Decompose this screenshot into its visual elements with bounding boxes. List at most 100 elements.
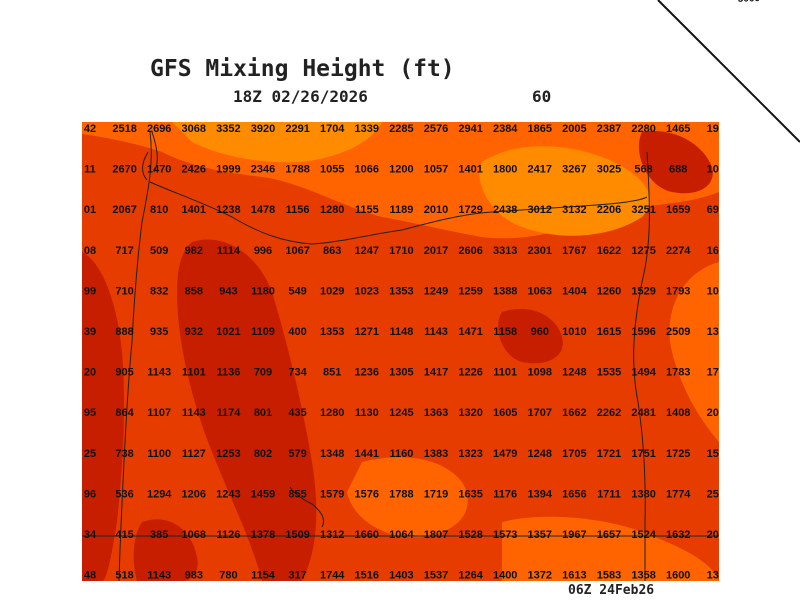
grid-value: 1264 [458, 570, 483, 581]
grid-value: 1068 [182, 529, 206, 541]
grid-value: 518 [115, 570, 133, 581]
contour-top-north [172, 122, 382, 163]
grid-value: 1357 [528, 529, 552, 541]
grid-value: 2606 [458, 245, 482, 257]
grid-value: 1400 [493, 570, 517, 581]
grid-value: 1401 [458, 164, 482, 176]
grid-value: 780 [219, 570, 237, 581]
grid-value: 1719 [424, 488, 448, 500]
grid-value: 1459 [251, 488, 275, 500]
grid-value: 2438 [493, 204, 517, 216]
grid-value: 2285 [389, 123, 413, 135]
grid-value: 39 [84, 326, 96, 338]
grid-value: 1465 [666, 123, 690, 135]
grid-value: 710 [115, 285, 133, 297]
grid-value: 801 [254, 407, 272, 419]
grid-value: 2262 [597, 407, 621, 419]
grid-value: 1788 [285, 164, 309, 176]
grid-value: 2518 [112, 123, 136, 135]
grid-value: 1143 [147, 367, 171, 379]
grid-value: 1579 [320, 488, 344, 500]
grid-value: 385 [150, 529, 168, 541]
grid-value: 1729 [458, 204, 482, 216]
grid-value: 25 [707, 488, 719, 500]
grid-value: 1127 [182, 448, 206, 460]
grid-value: 1573 [493, 529, 517, 541]
grid-value: 1156 [286, 204, 310, 216]
grid-value: 1253 [216, 448, 240, 460]
grid-value: 1363 [424, 407, 448, 419]
grid-value: 2010 [424, 204, 448, 216]
grid-value: 2941 [458, 123, 482, 135]
grid-value: 1494 [631, 367, 656, 379]
grid-value: 08 [84, 245, 96, 257]
coastline [118, 131, 152, 581]
grid-value: 1136 [216, 367, 240, 379]
grid-value: 1236 [355, 367, 379, 379]
grid-value: 3313 [493, 245, 517, 257]
grid-value: 2291 [285, 123, 309, 135]
grid-value: 1403 [389, 570, 413, 581]
grid-value: 1348 [320, 448, 344, 460]
grid-value: 1478 [251, 204, 275, 216]
grid-value: 20 [707, 407, 719, 419]
grid-value: 1126 [216, 529, 240, 541]
contour-low-central [498, 308, 563, 364]
map-title: GFS Mixing Height (ft) [150, 56, 455, 82]
grid-value: 1372 [528, 570, 552, 581]
grid-value: 1656 [562, 488, 586, 500]
grid-value: 2509 [666, 326, 690, 338]
forecast-hour: 60 [532, 87, 552, 106]
grid-value: 1238 [216, 204, 240, 216]
grid-value: 1380 [631, 488, 655, 500]
contour-low-southwest [133, 519, 198, 581]
grid-value: 1275 [631, 245, 655, 257]
valid-time: 06Z 24Feb26 [568, 583, 655, 598]
contour-high-southeast [502, 516, 719, 581]
grid-value: 1524 [631, 529, 656, 541]
grid-value: 99 [84, 285, 96, 297]
grid-value: 2067 [112, 204, 136, 216]
grid-value: 1807 [424, 529, 448, 541]
grid-value: 1189 [389, 204, 413, 216]
grid-value: 1130 [355, 407, 379, 419]
grid-value: 415 [115, 529, 133, 541]
grid-value: 1774 [666, 488, 691, 500]
grid-value: 34 [84, 529, 97, 541]
grid-value: 2417 [528, 164, 552, 176]
grid-value: 1529 [631, 285, 655, 297]
grid-value: 1259 [458, 285, 482, 297]
grid-value: 95 [84, 407, 96, 419]
grid-value: 1751 [631, 448, 655, 460]
grid-value: 1622 [597, 245, 621, 257]
grid-value: 2426 [182, 164, 206, 176]
grid-value: 1066 [355, 164, 379, 176]
puget-sound [142, 131, 158, 181]
grid-value: 734 [288, 367, 307, 379]
grid-value: 1098 [528, 367, 552, 379]
grid-value: 1206 [182, 488, 206, 500]
grid-value: 3251 [631, 204, 655, 216]
grid-value: 935 [150, 326, 168, 338]
grid-value: 1010 [562, 326, 586, 338]
grid-value: 1596 [631, 326, 655, 338]
grid-value: 01 [84, 204, 96, 216]
grid-value: 1248 [528, 448, 552, 460]
grid-value: 13 [707, 570, 719, 581]
grid-value: 2301 [528, 245, 552, 257]
grid-value: 1067 [285, 245, 309, 257]
grid-value: 1725 [666, 448, 690, 460]
grid-value: 16 [707, 245, 719, 257]
grid-value: 1967 [562, 529, 586, 541]
grid-value: 2387 [597, 123, 621, 135]
grid-value: 1632 [666, 529, 690, 541]
contour-low-northeast [638, 131, 713, 194]
grid-value: 1528 [458, 529, 482, 541]
grid-value: 19 [707, 123, 719, 135]
grid-value: 688 [669, 164, 687, 176]
grid-value: 1535 [597, 367, 621, 379]
grid-value: 20 [84, 367, 96, 379]
grid-value: 1711 [597, 488, 621, 500]
grid-value: 1417 [424, 367, 448, 379]
grid-value: 1245 [389, 407, 413, 419]
